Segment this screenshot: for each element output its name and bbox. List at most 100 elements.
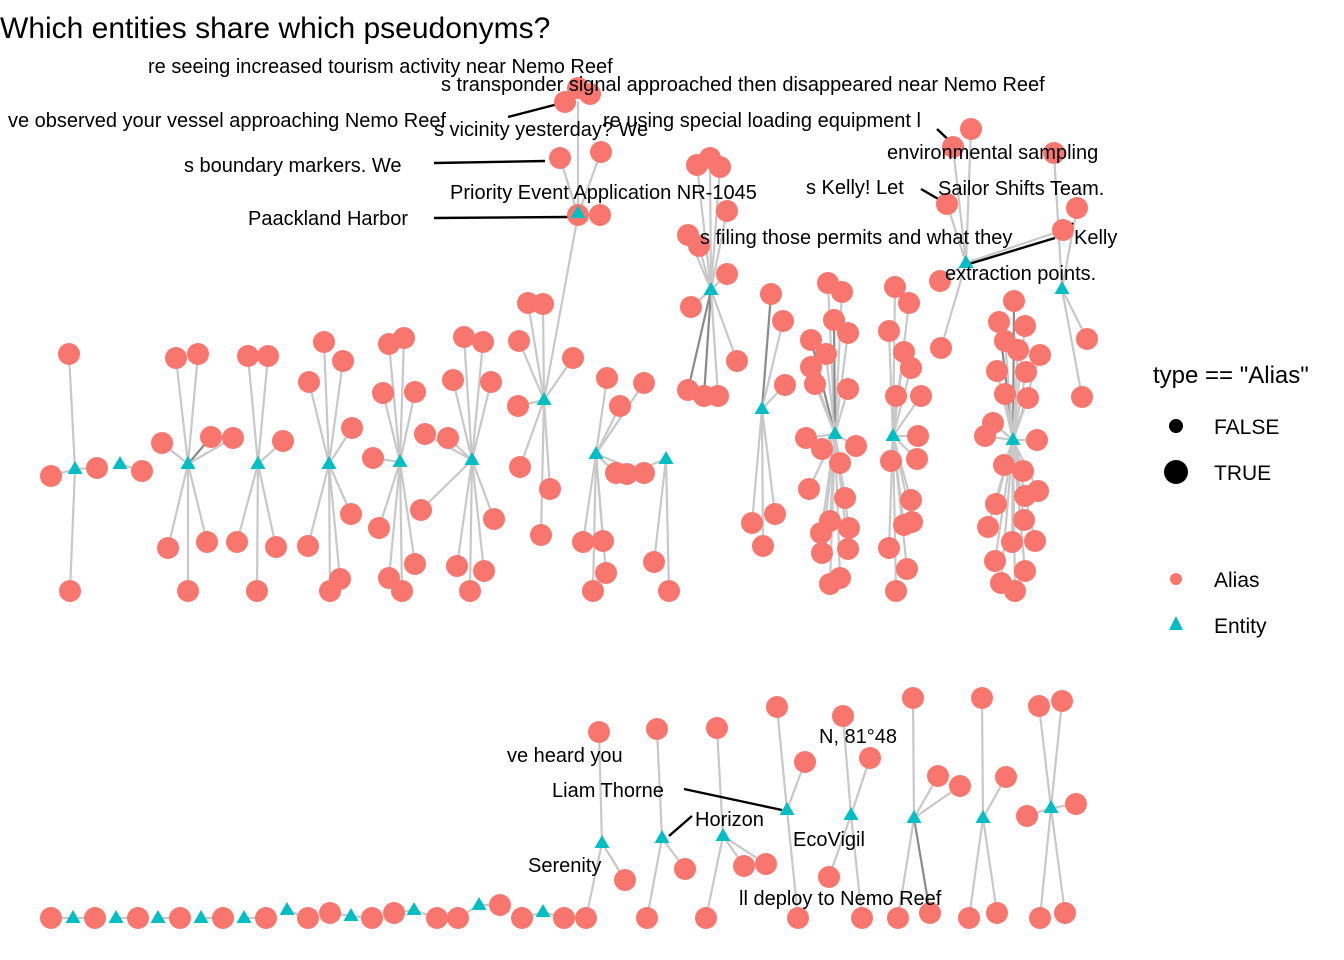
alias-node — [674, 858, 696, 880]
legend-entity-label: Entity — [1214, 615, 1267, 638]
entity-node — [906, 810, 922, 823]
entity-node — [658, 451, 674, 464]
alias-node — [716, 200, 738, 222]
node-label: s transponder signal approached then dis… — [441, 74, 1045, 96]
node-label: Serenity — [528, 855, 601, 877]
alias-node — [974, 425, 996, 447]
alias-node — [226, 531, 248, 553]
entity-node — [464, 452, 480, 465]
edge — [594, 453, 605, 542]
node-label: N, 81°48 — [819, 726, 897, 748]
alias-node — [246, 580, 268, 602]
alias-node — [472, 331, 494, 353]
entity-node — [1054, 281, 1070, 294]
alias-node — [636, 907, 658, 929]
alias-node — [1028, 695, 1050, 717]
alias-node — [507, 395, 529, 417]
alias-node — [878, 320, 900, 342]
alias-node — [994, 383, 1016, 405]
alias-node — [298, 371, 320, 393]
alias-node — [887, 907, 909, 929]
alias-node — [834, 487, 856, 509]
alias-node — [393, 327, 415, 349]
alias-node — [151, 432, 173, 454]
alias-node — [985, 493, 1007, 515]
alias-node — [319, 580, 341, 602]
alias-node — [984, 550, 1006, 572]
edge — [470, 341, 485, 461]
alias-node — [1066, 197, 1088, 219]
alias-node — [297, 535, 319, 557]
alias-node — [986, 902, 1008, 924]
entity-node — [975, 810, 991, 823]
edge — [186, 353, 200, 465]
entity-node — [406, 902, 422, 915]
alias-node — [196, 531, 218, 553]
alias-node — [815, 343, 837, 365]
alias-node — [437, 427, 459, 449]
alias-node — [614, 869, 636, 891]
alias-node — [609, 395, 631, 417]
label-leader-line — [433, 159, 546, 165]
alias-node — [595, 562, 617, 584]
edge — [174, 357, 190, 465]
alias-node — [562, 347, 584, 369]
alias-node — [851, 907, 873, 929]
alias-node — [859, 747, 881, 769]
alias-node — [508, 330, 530, 352]
alias-node — [410, 499, 432, 521]
alias-node — [774, 374, 796, 396]
edge — [526, 302, 546, 401]
edge — [686, 289, 713, 391]
alias-node — [539, 478, 561, 500]
alias-node — [936, 193, 958, 215]
node-label: ve heard you — [507, 745, 623, 767]
edge — [1060, 207, 1079, 290]
entity-node — [570, 205, 586, 218]
alias-node — [257, 345, 279, 367]
alias-node — [446, 555, 468, 577]
edge — [166, 463, 190, 549]
alias-node — [480, 371, 502, 393]
alias-node — [272, 430, 294, 452]
edge — [709, 289, 739, 362]
label-leader-line — [968, 236, 1056, 266]
edge — [398, 391, 417, 463]
node-label: Kelly — [1074, 227, 1117, 249]
alias-node — [741, 512, 763, 534]
alias-node — [341, 417, 363, 439]
edge — [980, 697, 985, 819]
alias-node — [447, 907, 469, 929]
alias-node — [831, 281, 853, 303]
edge — [387, 343, 402, 463]
alias-node — [1029, 907, 1051, 929]
label-leader-line — [920, 187, 941, 202]
alias-node — [616, 463, 638, 485]
alias-node — [169, 907, 191, 929]
alias-node — [590, 141, 612, 163]
alias-node — [995, 766, 1017, 788]
chart-title: Which entities share which pseudonyms? — [0, 12, 550, 45]
edge — [967, 817, 985, 919]
alias-node — [131, 460, 153, 482]
alias-node — [885, 580, 907, 602]
edge — [785, 809, 800, 919]
alias-node — [1013, 509, 1035, 531]
edge — [518, 399, 546, 468]
alias-node — [511, 907, 533, 929]
edge — [965, 228, 1064, 265]
alias-node — [86, 457, 108, 479]
alias-node — [58, 343, 80, 365]
alias-node — [900, 489, 922, 511]
alias-node — [212, 907, 234, 929]
alias-node — [1026, 429, 1048, 451]
alias-node — [1012, 460, 1034, 482]
edge — [912, 817, 932, 914]
alias-node — [222, 427, 244, 449]
node-label: extraction points. — [945, 263, 1096, 285]
entity-node — [654, 830, 670, 843]
alias-node — [532, 293, 554, 315]
alias-node — [823, 309, 845, 331]
entity-node — [703, 282, 719, 295]
edge — [595, 382, 645, 455]
